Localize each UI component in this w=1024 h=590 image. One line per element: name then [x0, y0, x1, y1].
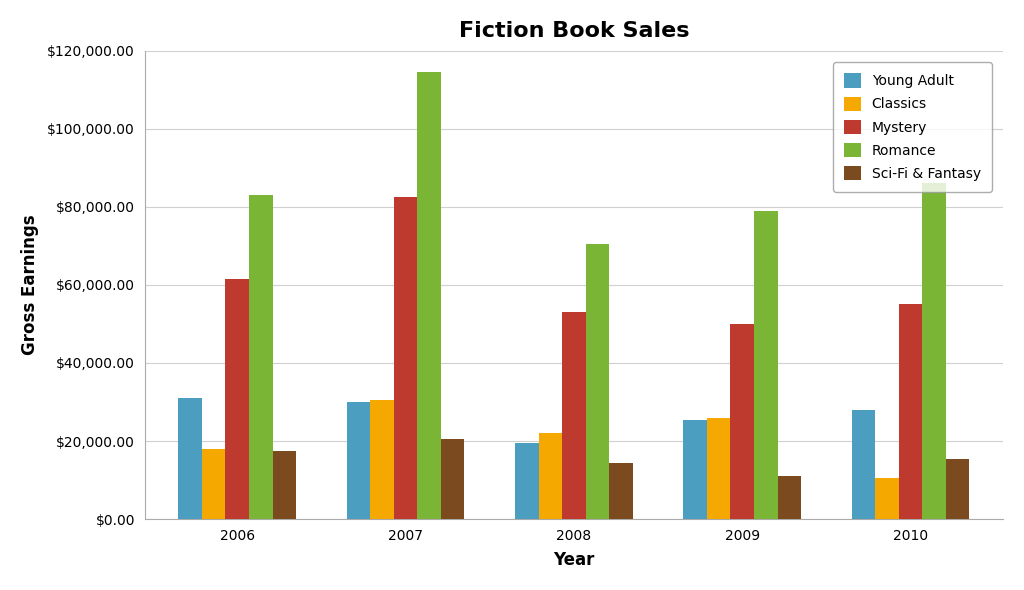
X-axis label: Year: Year	[553, 551, 595, 569]
Bar	[946, 458, 970, 519]
Bar	[225, 279, 249, 519]
Bar	[272, 451, 296, 519]
Bar	[683, 419, 707, 519]
Bar	[202, 449, 225, 519]
Bar	[178, 398, 202, 519]
Bar	[852, 410, 876, 519]
Bar	[730, 324, 754, 519]
Bar	[586, 244, 609, 519]
Bar	[371, 400, 394, 519]
Bar	[609, 463, 633, 519]
Bar	[347, 402, 371, 519]
Bar	[923, 183, 946, 519]
Y-axis label: Gross Earnings: Gross Earnings	[20, 215, 39, 355]
Legend: Young Adult, Classics, Mystery, Romance, Sci-Fi & Fantasy: Young Adult, Classics, Mystery, Romance,…	[833, 63, 992, 192]
Bar	[899, 304, 923, 519]
Bar	[249, 195, 272, 519]
Bar	[777, 476, 801, 519]
Bar	[394, 197, 418, 519]
Bar	[754, 211, 777, 519]
Bar	[418, 72, 441, 519]
Bar	[876, 478, 899, 519]
Title: Fiction Book Sales: Fiction Book Sales	[459, 21, 689, 41]
Bar	[441, 439, 465, 519]
Bar	[515, 443, 539, 519]
Bar	[539, 433, 562, 519]
Bar	[707, 418, 730, 519]
Bar	[562, 312, 586, 519]
